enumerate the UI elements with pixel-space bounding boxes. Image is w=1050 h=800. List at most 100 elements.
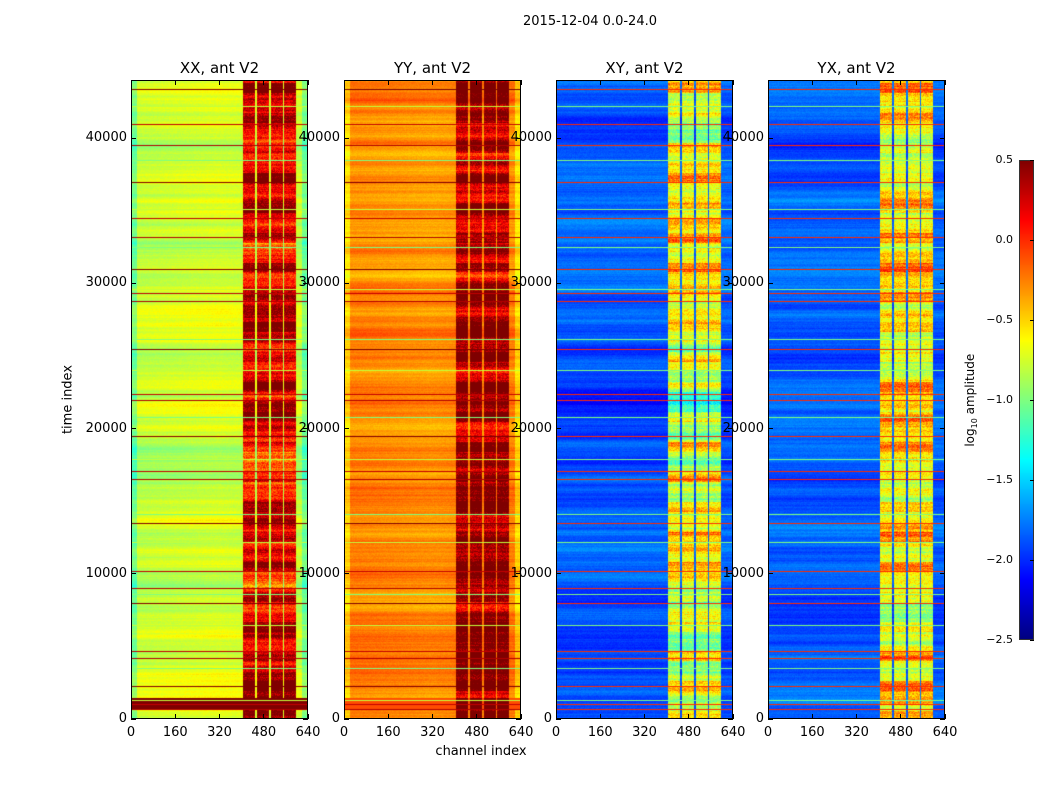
y-tick-mark (131, 282, 136, 284)
colorbar-tick-label: −2.5 (986, 633, 1013, 646)
y-tick-label: 20000 (298, 420, 340, 436)
x-tick-mark (900, 80, 902, 85)
x-tick-label: 640 (508, 725, 534, 740)
y-tick-label: 0 (543, 711, 552, 726)
colorbar-label: log10 amplitude (963, 350, 979, 450)
y-tick-mark (556, 282, 561, 284)
colorbar-label-subscript: 10 (970, 418, 980, 429)
x-tick-label: 640 (720, 725, 746, 740)
panel-title: YX, ant V2 (817, 59, 896, 77)
y-tick-mark (131, 428, 136, 430)
y-tick-label: 20000 (722, 420, 764, 436)
y-tick-mark (556, 137, 561, 139)
y-tick-label: 30000 (510, 275, 552, 291)
x-tick-mark (900, 714, 902, 719)
x-tick-label: 640 (932, 725, 958, 740)
y-tick-mark (303, 718, 308, 720)
x-tick-label: 320 (420, 725, 445, 740)
colorbar-tick-label: 0.0 (995, 233, 1014, 246)
y-tick-mark (131, 573, 136, 575)
x-tick-label: 320 (632, 725, 657, 740)
x-tick-mark (387, 714, 389, 719)
x-tick-mark (432, 80, 433, 85)
colorbar-tick-label: 0.5 (995, 153, 1014, 166)
y-tick-mark (344, 137, 349, 139)
y-tick-mark (768, 282, 773, 284)
y-tick-label: 0 (118, 711, 127, 726)
y-tick-label: 0 (755, 711, 764, 726)
x-tick-mark (219, 714, 220, 719)
x-tick-mark (307, 80, 309, 85)
x-tick-mark (944, 714, 946, 719)
y-tick-mark (728, 137, 733, 139)
x-tick-mark (432, 714, 433, 719)
x-tick-mark (644, 80, 645, 85)
x-tick-mark (343, 714, 345, 719)
y-tick-mark (516, 428, 521, 430)
colorbar-tick-label: −0.5 (986, 313, 1013, 326)
x-tick-label: 480 (676, 725, 702, 740)
x-tick-mark (688, 714, 690, 719)
panel-title: XY, ant V2 (605, 59, 684, 77)
y-tick-mark (768, 718, 773, 720)
axes-frame (768, 80, 945, 719)
x-tick-mark (688, 80, 690, 85)
colorbar-label-suffix: amplitude (962, 353, 977, 419)
x-tick-mark (307, 714, 309, 719)
y-tick-mark (768, 573, 773, 575)
y-tick-mark (728, 573, 733, 575)
y-tick-mark (768, 137, 773, 139)
y-tick-label: 10000 (85, 565, 127, 581)
y-tick-label: 30000 (298, 275, 340, 291)
colorbar-label-prefix: log (962, 428, 977, 447)
y-tick-mark (940, 718, 945, 720)
y-tick-mark (303, 573, 308, 575)
x-tick-mark (732, 714, 734, 719)
colorbar-tick-label: −1.0 (986, 393, 1013, 406)
colorbar-tick-mark (1030, 559, 1034, 561)
y-tick-mark (940, 282, 945, 284)
y-tick-mark (516, 718, 521, 720)
x-tick-mark (263, 80, 265, 85)
y-tick-label: 40000 (298, 130, 340, 146)
y-tick-label: 20000 (510, 420, 552, 436)
y-tick-mark (516, 573, 521, 575)
x-tick-mark (174, 714, 176, 719)
x-tick-mark (555, 714, 557, 719)
colorbar-tick-mark (1030, 479, 1034, 481)
y-tick-mark (728, 282, 733, 284)
y-tick-mark (516, 282, 521, 284)
axes-frame (344, 80, 521, 719)
x-tick-mark (174, 80, 176, 85)
x-tick-mark (387, 80, 389, 85)
heatmap-image (556, 80, 733, 719)
x-tick-mark (944, 80, 946, 85)
x-axis-label: channel index (435, 744, 527, 759)
x-tick-mark (811, 714, 813, 719)
y-tick-mark (303, 428, 308, 430)
axes-frame (556, 80, 733, 719)
y-tick-mark (940, 428, 945, 430)
y-tick-label: 30000 (722, 275, 764, 291)
y-tick-mark (344, 428, 349, 430)
y-tick-mark (940, 137, 945, 139)
x-tick-mark (599, 80, 601, 85)
x-tick-label: 0 (339, 725, 349, 740)
x-tick-mark (520, 714, 522, 719)
x-tick-label: 480 (251, 725, 277, 740)
y-tick-label: 10000 (510, 565, 552, 581)
x-tick-mark (599, 714, 601, 719)
y-tick-mark (131, 137, 136, 139)
y-tick-label: 0 (331, 711, 340, 726)
heatmap-image (131, 80, 308, 719)
x-tick-label: 0 (763, 725, 773, 740)
x-tick-label: 320 (844, 725, 869, 740)
x-tick-mark (767, 80, 769, 85)
panel-title: XX, ant V2 (179, 59, 260, 77)
x-tick-label: 160 (799, 725, 825, 740)
x-tick-mark (476, 714, 478, 719)
heatmap-image (768, 80, 945, 719)
colorbar-tick-mark (1030, 159, 1034, 161)
y-tick-mark (516, 137, 521, 139)
x-tick-label: 160 (375, 725, 401, 740)
